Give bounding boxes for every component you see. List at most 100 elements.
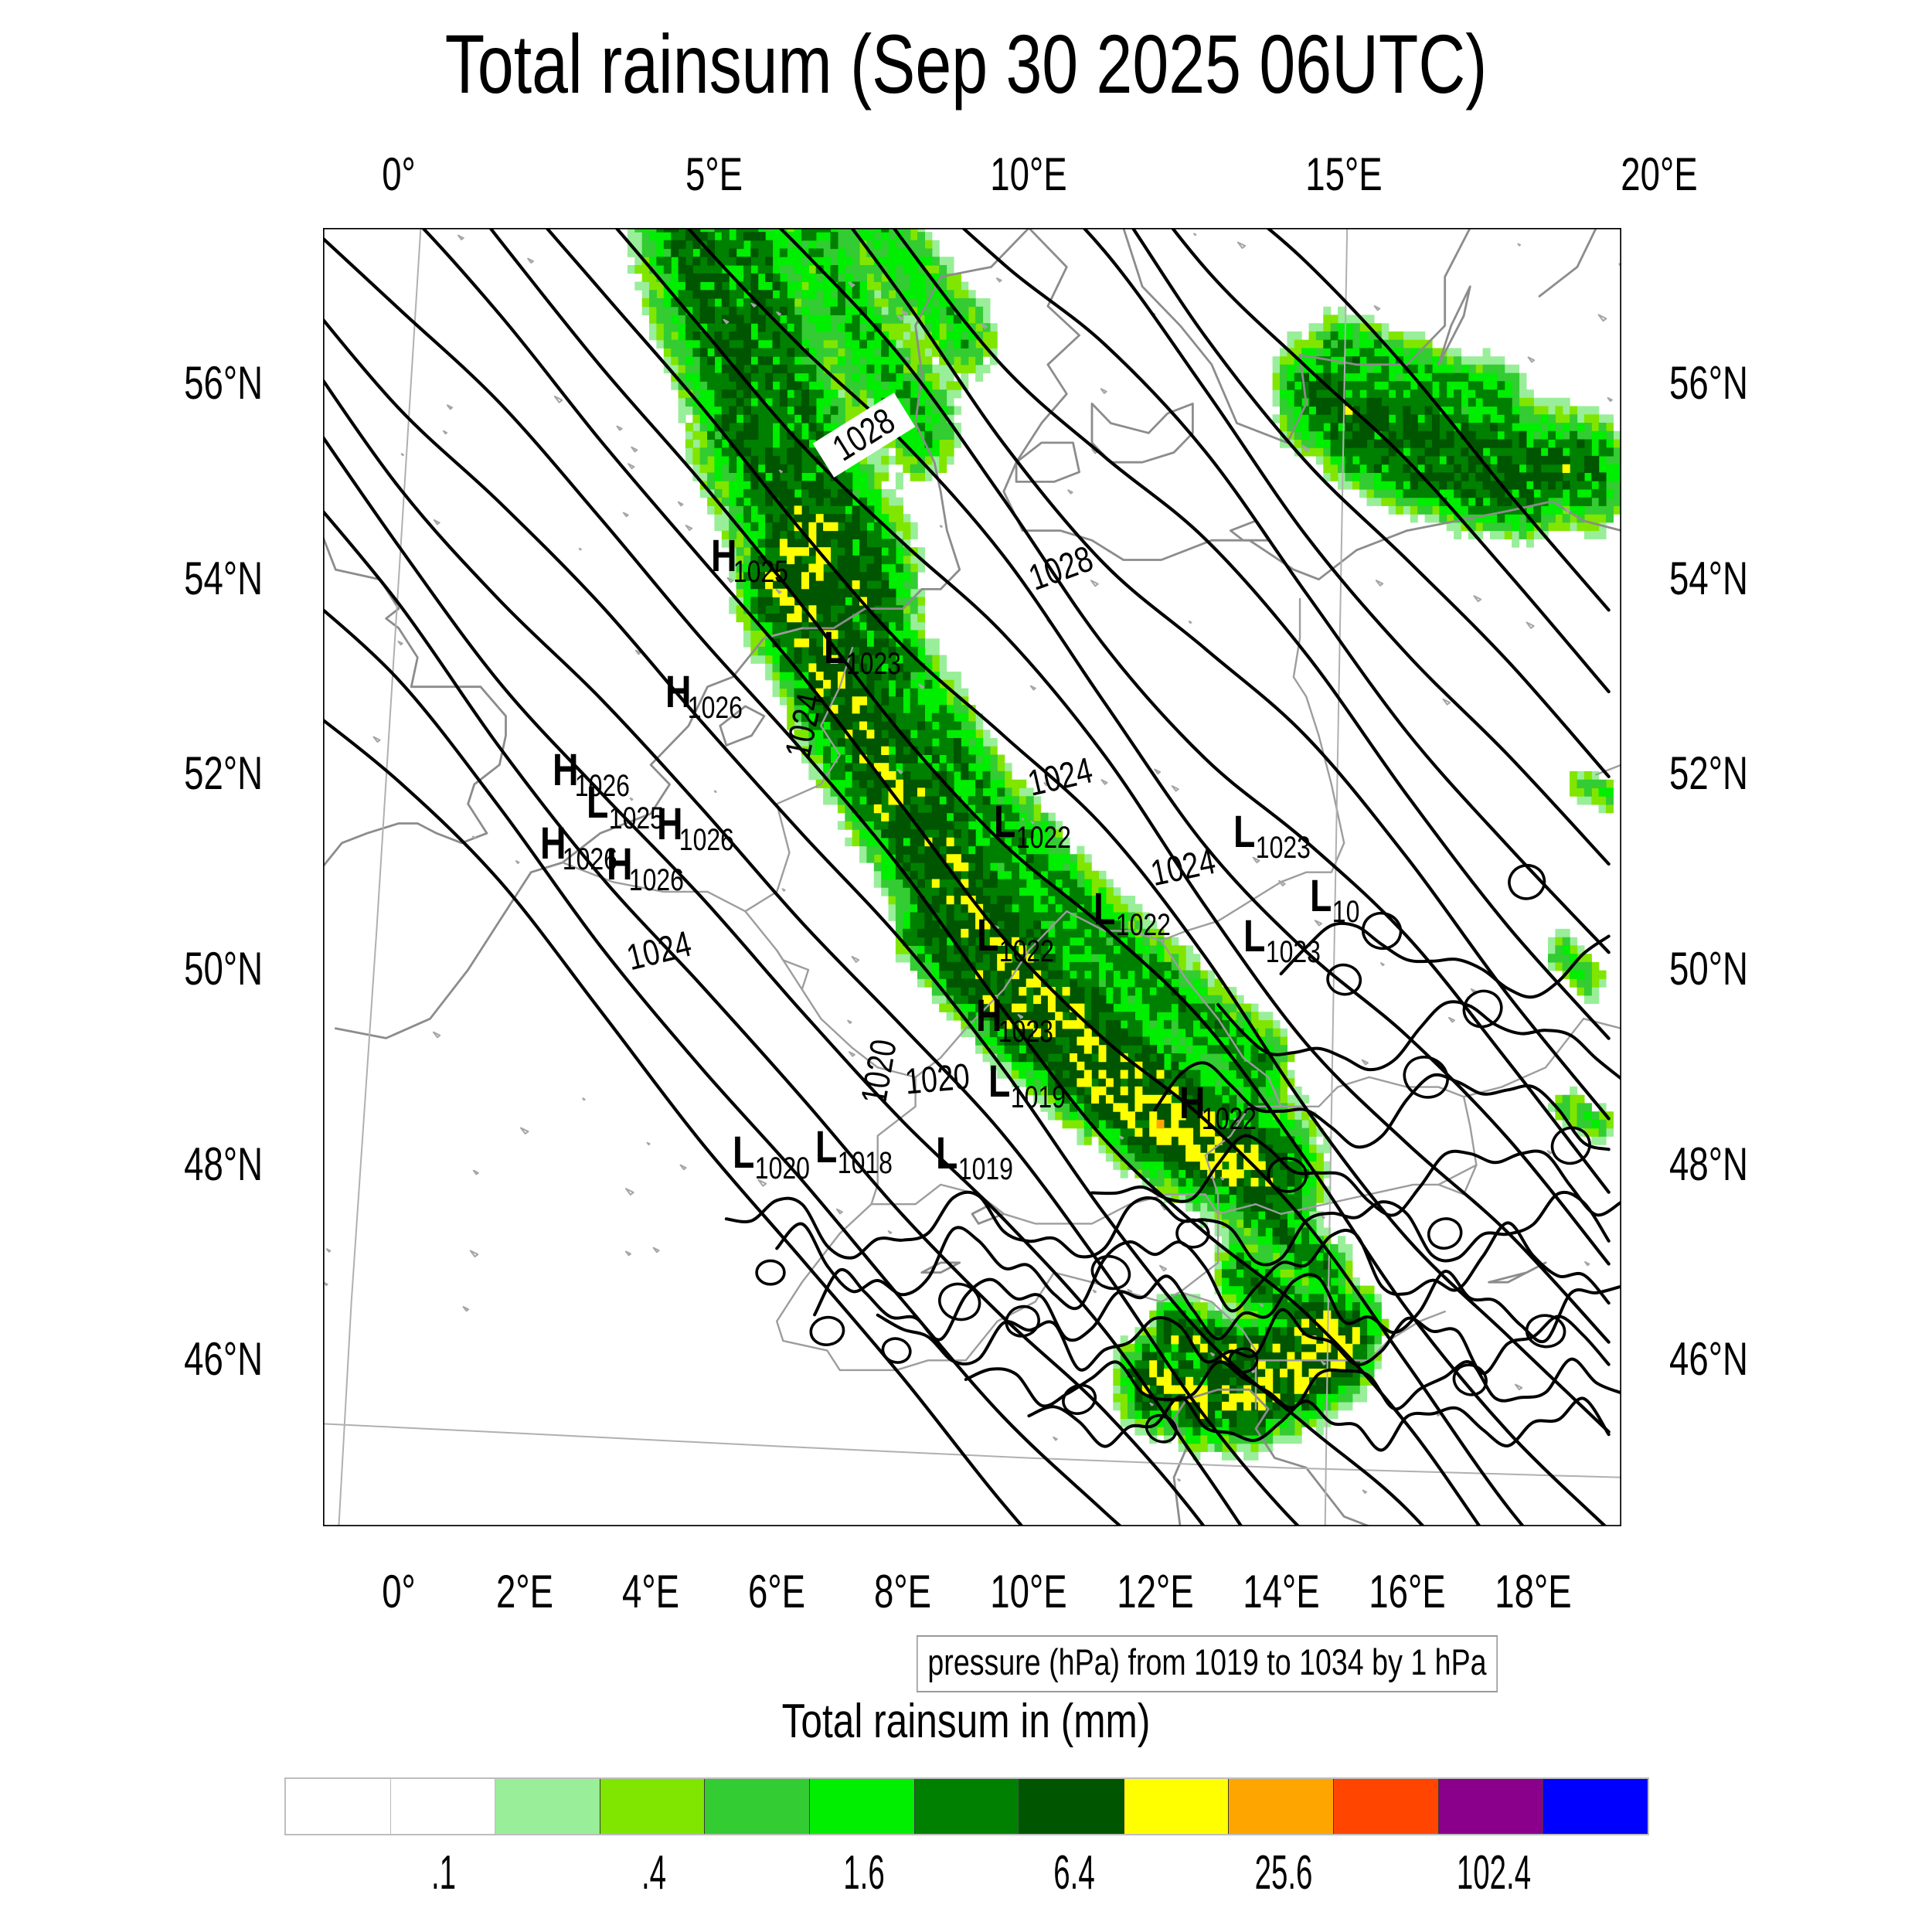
contour-label-text: 1020 — [903, 1056, 971, 1102]
isobar — [1090, 1134, 1621, 1217]
axis-right-label: 56°N — [1669, 357, 1748, 410]
isobar — [614, 228, 1611, 1344]
national-border — [1179, 1291, 1257, 1352]
isobar-closed-cell — [1550, 1126, 1591, 1165]
extremum-value: 1025 — [609, 801, 664, 835]
axis-right-label: 52°N — [1669, 747, 1748, 800]
extremum-value: 1022 — [999, 934, 1054, 968]
colorbar-cell[interactable] — [390, 1779, 496, 1834]
extremum-letter: H — [1179, 1078, 1206, 1128]
isobar — [1279, 921, 1611, 999]
extremum-letter: L — [824, 623, 845, 673]
isobar-closed-cell — [1361, 911, 1403, 951]
extremum-value: 1022 — [1202, 1101, 1257, 1136]
isobar — [813, 1267, 1621, 1344]
colorbar-cell[interactable] — [1438, 1779, 1544, 1834]
colorbar-cell[interactable] — [1019, 1779, 1124, 1834]
national-border — [744, 647, 854, 913]
axis-right-label: 48°N — [1669, 1138, 1748, 1190]
extremum-value: 1019 — [1011, 1080, 1066, 1114]
axis-bottom-label: 2°E — [495, 1566, 553, 1617]
isobar — [323, 317, 1426, 1526]
axis-top-label: 0° — [382, 148, 416, 200]
axis-left-label: 52°N — [184, 747, 263, 800]
isobar-closed-cell — [1145, 1413, 1178, 1444]
parallel — [323, 1423, 1621, 1478]
extremum-value: 1025 — [733, 554, 788, 589]
contour-label-halo — [812, 393, 916, 478]
axis-bottom-label: 12°E — [1116, 1566, 1194, 1617]
pressure-low-marker: L 1019 — [936, 1128, 1013, 1186]
colorbar-cell[interactable] — [1229, 1779, 1335, 1834]
isobar-closed-cell — [938, 1282, 981, 1321]
pressure-low-marker: L 1025 — [587, 777, 664, 835]
colorbar-cell[interactable] — [495, 1779, 600, 1834]
graticule-layer — [323, 228, 1621, 1526]
colorbar-cell[interactable] — [1543, 1779, 1648, 1834]
extremum-value: 1023 — [1256, 830, 1311, 865]
isobar — [892, 228, 1611, 1040]
isobar — [1265, 228, 1611, 612]
axis-left-label: 48°N — [184, 1138, 263, 1190]
precip-cells — [641, 228, 1621, 1444]
isobar — [1081, 228, 1611, 866]
pressure-low-marker: L 1020 — [733, 1128, 810, 1185]
extremum-letter: H — [976, 991, 1002, 1041]
extremum-value: 1023 — [846, 646, 901, 681]
pressure-low-marker: L 1022 — [994, 797, 1071, 855]
isobar — [1153, 1061, 1611, 1151]
coastline — [1122, 228, 1471, 444]
pressure-low-marker: L 1023 — [1243, 911, 1321, 969]
national-border — [561, 861, 917, 1206]
isobar-closed-cell — [881, 1337, 912, 1364]
national-border — [1160, 597, 1345, 942]
extremum-letter: H — [711, 531, 737, 581]
colorbar-cell[interactable] — [286, 1779, 391, 1834]
isobar-closed-cell — [1005, 1304, 1040, 1338]
precip-cells — [663, 228, 1607, 1427]
isobar — [323, 434, 1243, 1526]
colorbar-tick-label: .4 — [641, 1846, 667, 1900]
isobar-closed-cell — [1525, 1314, 1566, 1349]
extremum-letter: L — [988, 1056, 1010, 1107]
extremum-letter: L — [1310, 871, 1332, 921]
isobar — [685, 228, 1611, 1266]
colorbar-cell[interactable] — [1124, 1779, 1230, 1834]
meridian — [338, 228, 422, 1526]
isobar — [1170, 228, 1611, 694]
coastline — [1172, 1417, 1188, 1526]
national-border — [1595, 764, 1621, 776]
extremum-letter: L — [936, 1128, 957, 1179]
axis-bottom-label: 10°E — [990, 1566, 1068, 1617]
extremum-value: 1026 — [575, 768, 630, 803]
axis-bottom-label: 4°E — [622, 1566, 680, 1617]
national-border — [776, 949, 810, 991]
map-panel[interactable]: 1028 1028 1024 1024 1024 1024 1020 1020 H 1025 H 1… — [323, 228, 1621, 1526]
axis-bottom-label: 14°E — [1242, 1566, 1320, 1617]
pressure-note: pressure (hPa) from 1019 to 1034 by 1 hP… — [917, 1635, 1498, 1692]
isobar — [775, 1221, 1611, 1313]
axis-bottom-label: 18°E — [1495, 1566, 1572, 1617]
pressure-low-marker: L 1018 — [815, 1122, 893, 1180]
extremum-value: 1026 — [629, 862, 684, 897]
colorbar-cell[interactable] — [810, 1779, 915, 1834]
isobar-layer — [323, 228, 1621, 1526]
isobar-closed-cell — [1452, 1363, 1488, 1396]
colorbar-tick-label: 6.4 — [1053, 1846, 1095, 1900]
extremum-value: 1026 — [688, 690, 743, 725]
extremum-letter: L — [1233, 807, 1255, 857]
colorbar-cell[interactable] — [600, 1779, 706, 1834]
colorbar-cell[interactable] — [705, 1779, 811, 1834]
extremum-letter: H — [607, 839, 633, 889]
axis-left-label: 54°N — [184, 552, 263, 604]
national-border — [776, 1183, 1219, 1372]
colorbar-cell[interactable] — [914, 1779, 1020, 1834]
colorbar-cell[interactable] — [1334, 1779, 1439, 1834]
colorbar[interactable] — [284, 1777, 1649, 1835]
extremum-letter: L — [994, 797, 1015, 847]
national-border — [914, 910, 1162, 1079]
